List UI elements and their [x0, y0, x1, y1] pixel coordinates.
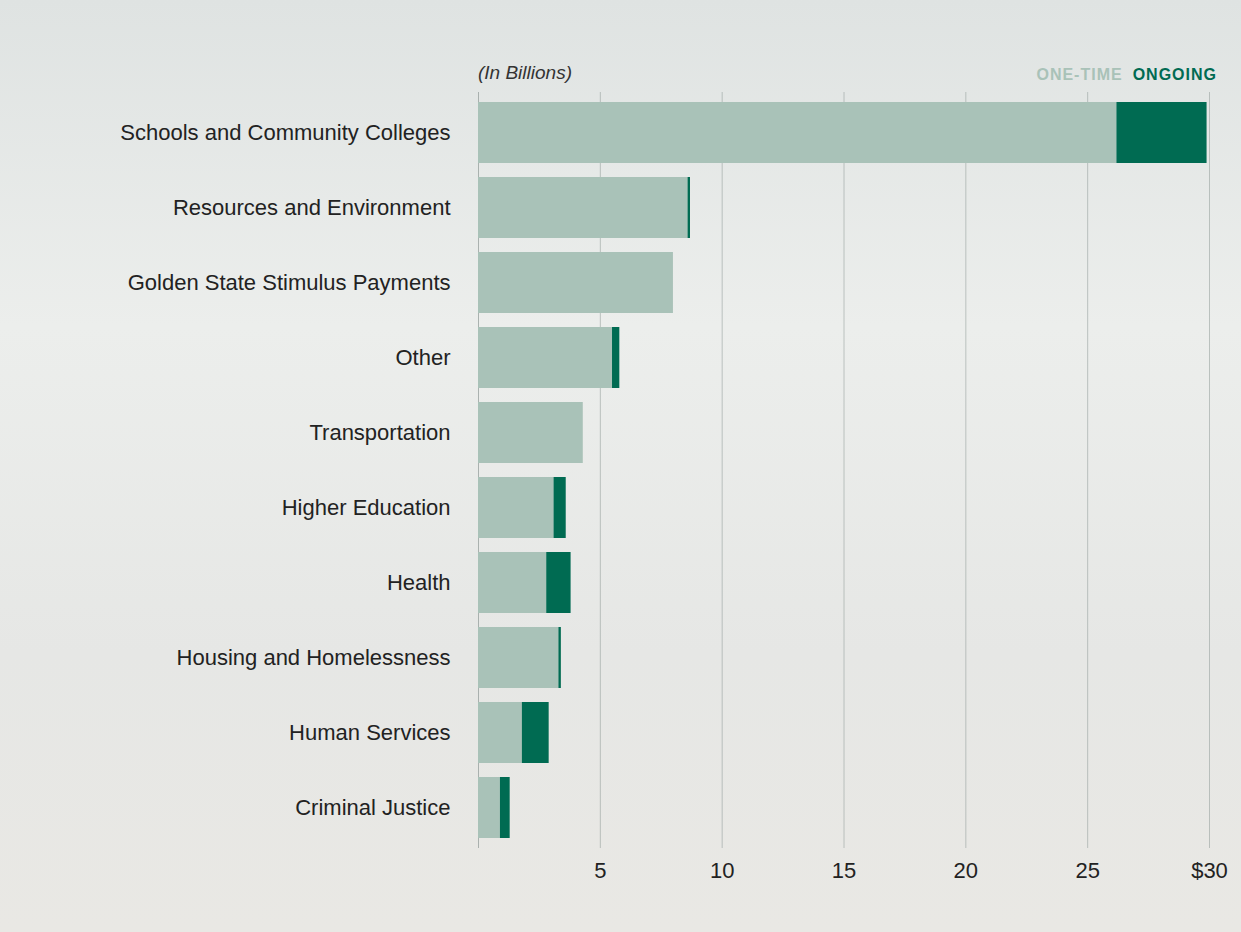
svg-text:Other: Other: [395, 345, 450, 370]
svg-text:Golden State Stimulus Payments: Golden State Stimulus Payments: [128, 270, 451, 295]
svg-text:15: 15: [832, 858, 856, 883]
svg-text:Schools and Community Colleges: Schools and Community Colleges: [120, 120, 450, 145]
svg-text:$30: $30: [1191, 858, 1228, 883]
svg-text:Human Services: Human Services: [289, 720, 450, 745]
svg-text:Health: Health: [387, 570, 451, 595]
svg-text:10: 10: [710, 858, 734, 883]
svg-text:20: 20: [954, 858, 978, 883]
html-text:ONGOING: ONGOING: [1132, 66, 1217, 83]
svg-text:Housing and Homelessness: Housing and Homelessness: [177, 645, 451, 670]
svg-text:5: 5: [594, 858, 606, 883]
svg-text:Higher Education: Higher Education: [282, 495, 451, 520]
html-text:ONE-TIME: ONE-TIME: [1036, 66, 1123, 83]
svg-text:Transportation: Transportation: [309, 420, 450, 445]
svg-text:Criminal Justice: Criminal Justice: [295, 795, 450, 820]
svg-text:25: 25: [1075, 858, 1099, 883]
svg-text:Resources and Environment: Resources and Environment: [173, 195, 451, 220]
html-text:(In Billions): (In Billions): [478, 62, 572, 83]
